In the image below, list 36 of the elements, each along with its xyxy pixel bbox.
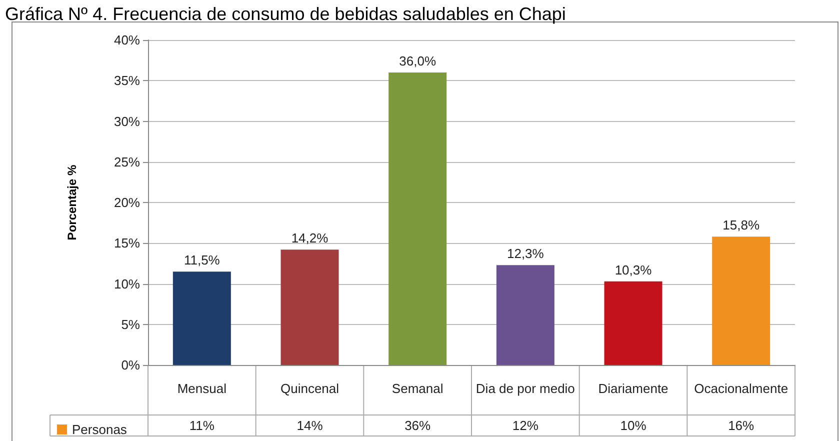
x-tick-label: Dia de por medio xyxy=(476,381,575,396)
chart-title: Gráfica Nº 4. Frecuencia de consumo de bebidas saludables en Chapi xyxy=(5,4,566,24)
bar xyxy=(388,72,447,365)
x-tick-label: Semanal xyxy=(392,381,444,396)
y-tick-label: 30% xyxy=(114,114,140,129)
data-label: 11,5% xyxy=(184,252,220,268)
y-tick-label: 10% xyxy=(114,276,140,292)
data-label: 12,3% xyxy=(506,246,544,262)
x-tick-label: Quincenal xyxy=(280,381,340,396)
x-tick-label: Mensual xyxy=(177,381,227,396)
bar xyxy=(172,272,231,365)
text: 10% xyxy=(620,418,647,433)
y-tick-label: 5% xyxy=(121,316,140,332)
bar xyxy=(712,236,770,365)
y-axis-title: Porcentaje % xyxy=(65,164,79,240)
bar xyxy=(280,250,339,365)
data-label: 15,8% xyxy=(722,218,760,233)
y-tick-label: 40% xyxy=(114,32,140,48)
data-label: 10,3% xyxy=(614,262,652,278)
y-tick-label: 15% xyxy=(114,236,140,251)
bar xyxy=(604,281,662,365)
text: 36% xyxy=(404,418,432,433)
legend-label: Personas xyxy=(72,422,128,437)
y-tick-label: 25% xyxy=(114,154,140,170)
y-tick-label: 35% xyxy=(114,73,140,88)
y-tick-label: 0% xyxy=(121,358,140,372)
x-tick-label: Diariamente xyxy=(598,381,668,396)
text: 11% xyxy=(189,418,215,433)
text: 16% xyxy=(728,418,755,433)
data-label: 36,0% xyxy=(399,54,436,68)
data-label: 14,2% xyxy=(291,230,329,246)
x-tick-label: Ocacionalmente xyxy=(694,381,788,396)
text: 12% xyxy=(512,418,539,433)
bar xyxy=(496,265,554,365)
y-tick-label: 20% xyxy=(114,195,140,210)
text: 14% xyxy=(296,418,324,433)
